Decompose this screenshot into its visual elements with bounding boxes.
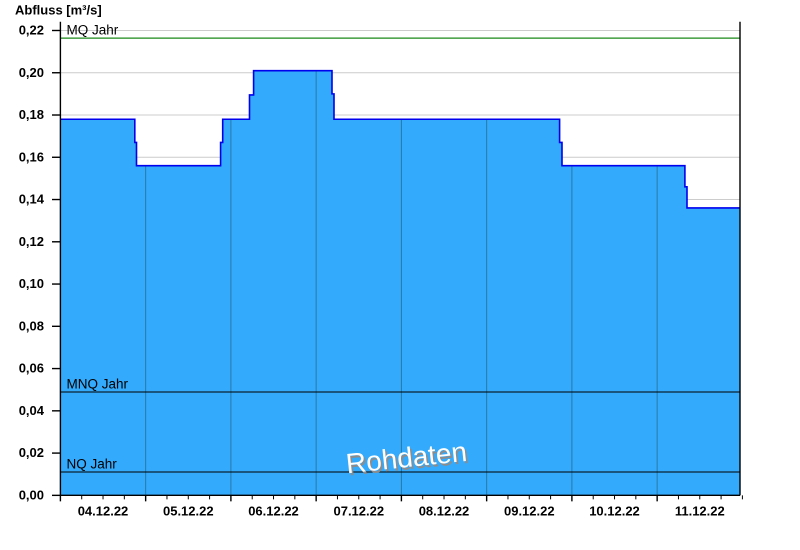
svg-text:0,20: 0,20 <box>19 65 44 80</box>
svg-text:0,06: 0,06 <box>19 361 44 376</box>
svg-text:11.12.22: 11.12.22 <box>675 504 725 519</box>
svg-text:0,18: 0,18 <box>19 107 44 122</box>
svg-text:05.12.22: 05.12.22 <box>163 504 214 519</box>
svg-text:07.12.22: 07.12.22 <box>333 504 384 519</box>
svg-text:NQ Jahr: NQ Jahr <box>67 457 118 472</box>
svg-text:10.12.22: 10.12.22 <box>589 504 640 519</box>
svg-text:0,12: 0,12 <box>19 234 44 249</box>
svg-text:06.12.22: 06.12.22 <box>248 504 299 519</box>
svg-text:0,16: 0,16 <box>19 149 44 164</box>
svg-text:0,22: 0,22 <box>19 22 44 37</box>
svg-text:08.12.22: 08.12.22 <box>419 504 470 519</box>
svg-text:0,08: 0,08 <box>19 318 44 333</box>
svg-text:Abfluss [m³/s]: Abfluss [m³/s] <box>15 3 102 18</box>
svg-text:0,00: 0,00 <box>19 487 44 502</box>
svg-text:MNQ Jahr: MNQ Jahr <box>67 377 129 392</box>
svg-text:0,04: 0,04 <box>19 403 45 418</box>
svg-text:MQ Jahr: MQ Jahr <box>67 23 119 38</box>
svg-text:0,14: 0,14 <box>19 192 45 207</box>
svg-text:09.12.22: 09.12.22 <box>504 504 555 519</box>
svg-text:04.12.22: 04.12.22 <box>78 504 129 519</box>
svg-text:0,02: 0,02 <box>19 445 44 460</box>
svg-text:0,10: 0,10 <box>19 276 44 291</box>
